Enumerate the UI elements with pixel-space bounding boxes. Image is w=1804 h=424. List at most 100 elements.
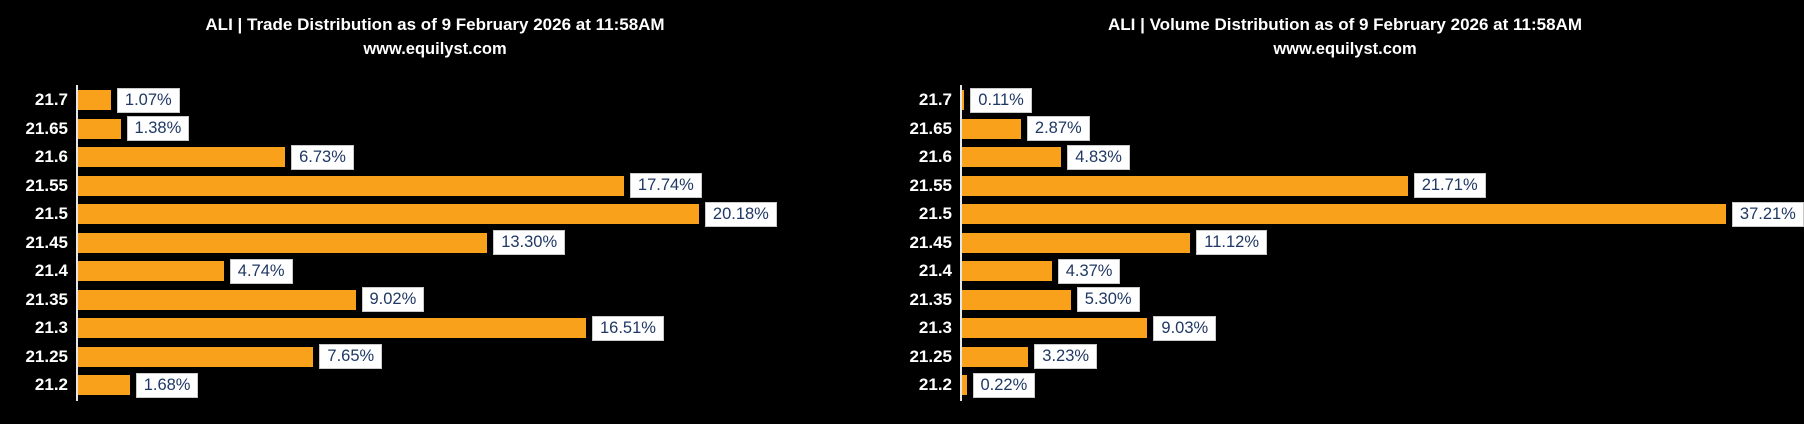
y-tick-label: 21.2 <box>918 375 952 394</box>
y-axis-line <box>960 85 962 401</box>
bar-row: 21.3 16.51% <box>0 315 902 341</box>
y-tick-label: 21.3 <box>918 318 952 337</box>
y-tick-label: 21.65 <box>909 118 952 138</box>
value-label: 4.83% <box>1067 144 1130 170</box>
data-bar <box>78 147 286 167</box>
data-bar <box>78 118 121 139</box>
value-label: 1.38% <box>126 116 190 141</box>
bar-row: 21.45 11.12% <box>902 230 1804 255</box>
data-bar <box>962 289 1071 310</box>
value-label: 37.21% <box>1731 201 1804 227</box>
bar-rows: 21.7 1.07% 21.65 1.38% 21.6 6.73% 21.55 17.74% 2… <box>0 85 902 401</box>
data-bar <box>962 346 1029 367</box>
y-tick-label: 21.3 <box>34 318 68 337</box>
data-bar <box>78 318 586 338</box>
plot-area: 21.7 0.11% 21.65 2.87% 21.6 4.83% 21.55 21.71% 2… <box>902 85 1804 401</box>
value-label: 20.18% <box>704 201 777 227</box>
bar-row: 21.65 2.87% <box>902 116 1804 141</box>
value-label: 21.71% <box>1413 173 1486 198</box>
bar-row: 21.5 37.21% <box>902 201 1804 227</box>
y-tick-label: 21.4 <box>34 261 68 280</box>
y-tick-label: 21.25 <box>25 346 68 366</box>
chart-title: ALI | Trade Distribution as of 9 Februar… <box>205 15 665 34</box>
y-tick-label: 21.7 <box>34 90 68 109</box>
value-label: 16.51% <box>592 315 664 341</box>
data-bar <box>962 118 1021 139</box>
data-bar <box>962 318 1148 338</box>
y-tick-label: 21.45 <box>25 232 68 252</box>
value-label: 11.12% <box>1196 230 1268 255</box>
bar-row: 21.25 7.65% <box>0 344 902 369</box>
data-bar <box>962 261 1052 281</box>
trade-distribution-chart: ALI | Trade Distribution as of 9 Februar… <box>0 13 902 401</box>
volume-distribution-chart: ALI | Volume Distribution as of 9 Februa… <box>902 0 1804 424</box>
bar-row: 21.4 4.37% <box>902 258 1804 284</box>
data-bar <box>78 232 488 253</box>
bar-row: 21.45 13.30% <box>0 230 902 255</box>
chart-subtitle: www.equilyst.com <box>363 39 507 58</box>
value-label: 1.68% <box>135 372 199 398</box>
y-tick-label: 21.55 <box>25 175 68 195</box>
bar-row: 21.65 1.38% <box>0 116 902 141</box>
bar-row: 21.3 9.03% <box>902 315 1804 341</box>
data-bar <box>78 375 130 395</box>
value-label: 9.03% <box>1153 315 1217 341</box>
value-label: 2.87% <box>1026 116 1090 141</box>
data-bar <box>962 375 967 395</box>
value-label: 13.30% <box>493 230 566 255</box>
bar-row: 21.4 4.74% <box>0 258 902 284</box>
data-bar <box>78 346 314 367</box>
bar-row: 21.5 20.18% <box>0 201 902 227</box>
value-label: 6.73% <box>291 144 354 170</box>
value-label: 5.30% <box>1076 287 1140 312</box>
value-label: 0.22% <box>972 372 1036 398</box>
bar-row: 21.55 17.74% <box>0 173 902 198</box>
data-bar <box>962 147 1062 167</box>
value-label: 3.23% <box>1034 344 1098 369</box>
y-tick-label: 21.2 <box>34 375 68 394</box>
value-label: 9.02% <box>361 287 425 312</box>
y-tick-label: 21.65 <box>25 118 68 138</box>
data-bar <box>962 175 1408 196</box>
value-label: 4.37% <box>1057 258 1121 284</box>
y-tick-label: 21.5 <box>34 204 68 223</box>
y-tick-label: 21.35 <box>25 289 68 309</box>
y-tick-label: 21.5 <box>918 204 952 223</box>
y-tick-label: 21.4 <box>918 261 952 280</box>
bar-row: 21.6 6.73% <box>0 144 902 170</box>
data-bar <box>78 175 624 196</box>
value-label: 17.74% <box>629 173 702 198</box>
bar-row: 21.2 1.68% <box>0 372 902 398</box>
y-tick-label: 21.25 <box>909 346 952 366</box>
y-axis-line <box>76 85 78 401</box>
data-bar <box>962 232 1191 253</box>
chart-subtitle: www.equilyst.com <box>1273 39 1417 58</box>
bar-row: 21.35 9.02% <box>0 287 902 312</box>
bar-rows: 21.7 0.11% 21.65 2.87% 21.6 4.83% 21.55 21.71% 2… <box>902 85 1804 401</box>
plot-area: 21.7 1.07% 21.65 1.38% 21.6 6.73% 21.55 17.74% 2… <box>0 85 902 401</box>
y-tick-label: 21.35 <box>909 289 952 309</box>
y-tick-label: 21.55 <box>909 175 952 195</box>
data-bar <box>962 90 965 110</box>
bar-row: 21.25 3.23% <box>902 344 1804 369</box>
bar-row: 21.7 1.07% <box>0 87 902 113</box>
bar-row: 21.6 4.83% <box>902 144 1804 170</box>
chart-title-block: ALI | Volume Distribution as of 9 Februa… <box>960 13 1730 62</box>
bar-row: 21.7 0.11% <box>902 87 1804 113</box>
value-label: 4.74% <box>229 258 293 284</box>
y-tick-label: 21.45 <box>909 232 952 252</box>
data-bar <box>962 204 1726 224</box>
bar-row: 21.35 5.30% <box>902 287 1804 312</box>
bar-row: 21.2 0.22% <box>902 372 1804 398</box>
chart-title-block: ALI | Trade Distribution as of 9 Februar… <box>76 13 794 62</box>
data-bar <box>78 289 356 310</box>
value-label: 7.65% <box>319 344 383 369</box>
value-label: 0.11% <box>970 87 1032 113</box>
bar-row: 21.55 21.71% <box>902 173 1804 198</box>
data-bar <box>78 90 111 110</box>
data-bar <box>78 261 224 281</box>
chart-title: ALI | Volume Distribution as of 9 Februa… <box>1108 15 1582 34</box>
y-tick-label: 21.6 <box>918 147 952 166</box>
value-label: 1.07% <box>116 87 180 113</box>
